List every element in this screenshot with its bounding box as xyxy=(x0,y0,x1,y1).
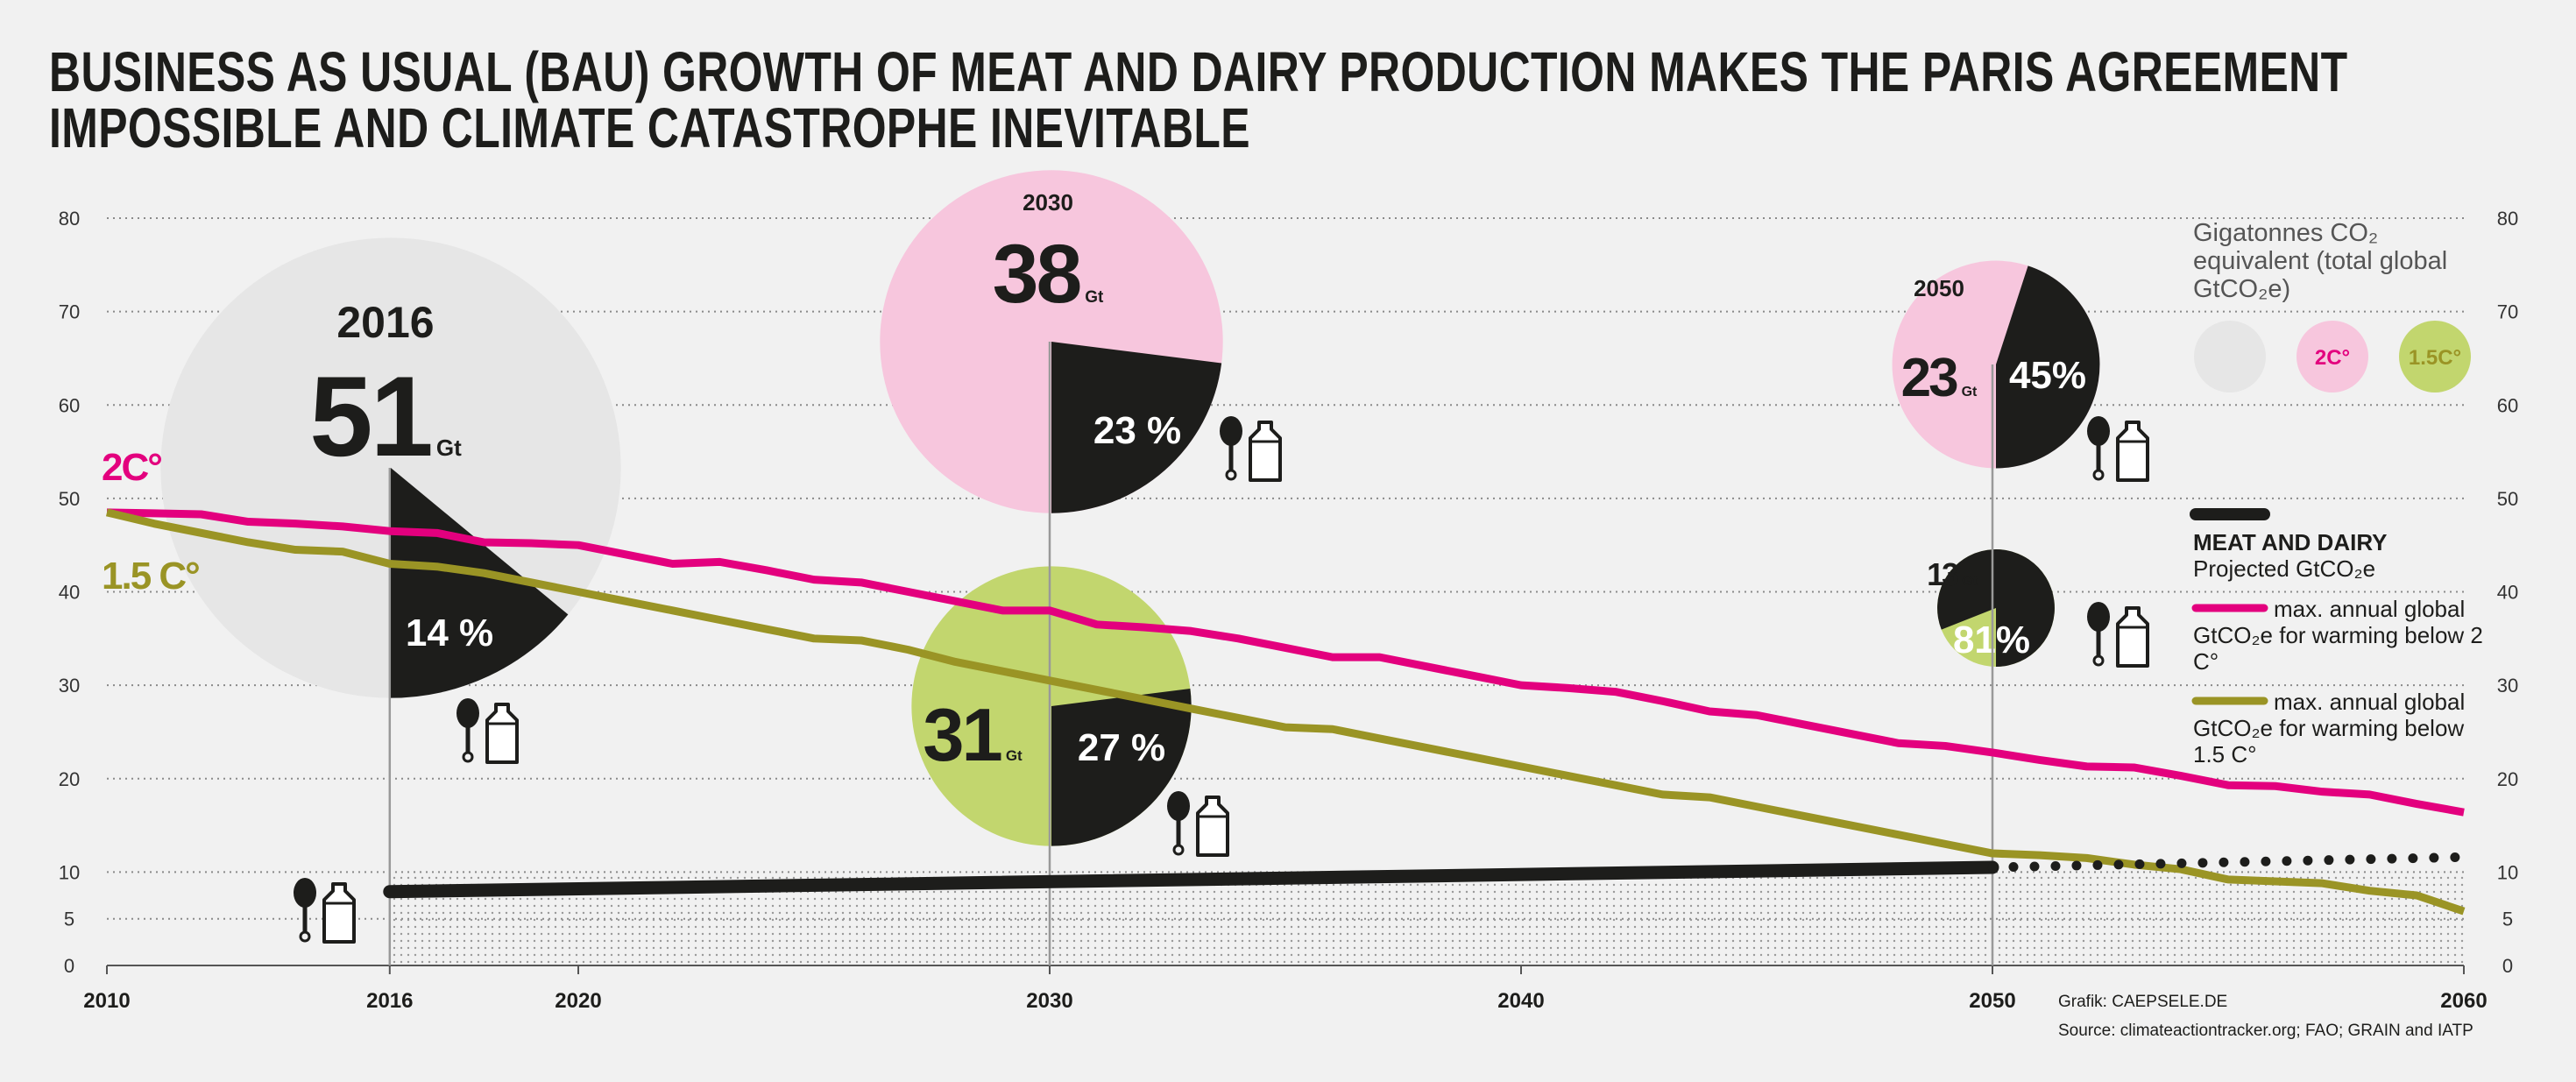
series-line-projected xyxy=(1987,852,2469,873)
x-tick-label: 2050 xyxy=(1969,989,2015,1013)
series-label: 2C° xyxy=(102,446,161,489)
legend-label: 1.5C° xyxy=(2409,346,2461,370)
y-tick-label: 70 xyxy=(59,301,80,323)
pie-total-label: 31 Gt xyxy=(923,694,1023,777)
icon-bone-end xyxy=(462,751,474,763)
x-tick-label: 2016 xyxy=(366,989,413,1013)
pie-wedge xyxy=(1051,688,1192,846)
credit: Grafik: CAEPSELE.DE xyxy=(2058,993,2228,1011)
x-tick-label: 2030 xyxy=(1026,989,1072,1013)
y2-tick-label: 70 xyxy=(2497,301,2518,323)
y-tick-label: 50 xyxy=(59,488,80,510)
icon-can xyxy=(2116,606,2149,668)
pie-legend-title: Gigatonnes CO₂ equivalent (total global … xyxy=(2193,219,2448,303)
icon-can xyxy=(2116,421,2149,482)
legend-label: MEAT AND DAIRY xyxy=(2193,529,2388,555)
icon xyxy=(294,878,356,944)
y2-tick-label: 80 xyxy=(2497,208,2518,230)
y-tick-label: 0 xyxy=(64,955,74,977)
pie-unit: Gt xyxy=(436,435,462,461)
y-tick-label: 30 xyxy=(59,675,80,697)
pie-year: 2016 xyxy=(336,298,434,347)
pie-wedge xyxy=(391,468,569,698)
pie-total-value: 23 xyxy=(1901,348,1957,408)
y2-tick-label: 10 xyxy=(2497,861,2518,883)
x-tick-label: 2020 xyxy=(555,989,601,1013)
icon-can xyxy=(485,703,519,764)
pie-unit: Gt xyxy=(1962,574,1978,589)
pie-value-label: 23 % xyxy=(1093,409,1181,452)
pie-total-value: 13 xyxy=(1927,556,1958,592)
legend-swatch xyxy=(2194,321,2266,392)
y-tick-label: 80 xyxy=(59,208,80,230)
y2-tick-label: 50 xyxy=(2497,488,2518,510)
source: Source: climateactiontracker.org; FAO; G… xyxy=(2058,1022,2473,1040)
icon-bone-end xyxy=(1172,844,1185,856)
series-line xyxy=(105,508,2466,916)
icon xyxy=(456,698,519,764)
y-tick-label: 20 xyxy=(59,768,80,790)
y2-tick-label: 40 xyxy=(2497,582,2518,604)
pie-wedge xyxy=(1937,549,2055,667)
icon-drumstick xyxy=(294,878,316,908)
icon xyxy=(1220,416,1282,482)
icon-drumstick xyxy=(456,698,479,728)
icon xyxy=(2087,602,2149,668)
pie-value-label: 14 % xyxy=(406,612,493,654)
legend-label: max. annual global GtCO₂e for warming be… xyxy=(2193,596,2483,675)
pie-year: 2030 xyxy=(1023,189,1073,216)
y2-tick-label: 0 xyxy=(2502,955,2513,977)
y2-tick-label: 30 xyxy=(2497,675,2518,697)
pie-total-value: 31 xyxy=(923,694,1001,777)
series-line xyxy=(106,508,2465,817)
pie-total-label: 13 Gt xyxy=(1927,556,1978,592)
icon-can xyxy=(1196,796,1229,857)
icon-drumstick xyxy=(2087,602,2110,632)
pie-unit: Gt xyxy=(1006,747,1023,764)
icon xyxy=(1167,791,1229,857)
legend-swatch xyxy=(2399,321,2471,392)
icon-can xyxy=(1249,421,1282,482)
icon-bone-end xyxy=(1225,469,1237,481)
chart-title: BUSINESS AS USUAL (BAU) GROWTH OF MEAT A… xyxy=(49,40,2348,159)
pie-total-value: 38 xyxy=(993,228,1080,321)
series-label: 1.5 C° xyxy=(102,555,199,598)
legend-swatch xyxy=(2296,321,2368,392)
pie-total-value: 51 xyxy=(309,352,431,480)
icon-drumstick xyxy=(1167,791,1190,821)
x-tick-label: 2040 xyxy=(1497,989,1544,1013)
legend-label: 2C° xyxy=(2315,346,2350,370)
legend-sublabel: Projected GtCO₂e xyxy=(2193,555,2376,582)
icon-can xyxy=(322,882,356,944)
y-tick-label: 60 xyxy=(59,394,80,416)
pie-value-label: 45% xyxy=(2009,354,2086,397)
y-tick-label: 40 xyxy=(59,582,80,604)
y-tick-label: 10 xyxy=(59,861,80,883)
pie-unit: Gt xyxy=(1962,385,1978,400)
x-tick-label: 2010 xyxy=(83,989,130,1013)
pie-wedge xyxy=(1051,342,1222,513)
icon-bone-end xyxy=(299,930,311,943)
pie-total-label: 38 Gt xyxy=(993,228,1104,321)
pie-year: 2050 xyxy=(1914,275,1964,301)
pie-value-label: 27 % xyxy=(1078,726,1165,769)
icon xyxy=(2087,416,2149,482)
icon-bone-end xyxy=(2092,654,2105,667)
pie-wedge xyxy=(1996,265,2100,469)
series-line xyxy=(383,860,1999,899)
legend-label: max. annual global GtCO₂e for warming be… xyxy=(2193,689,2466,767)
pie-unit: Gt xyxy=(1085,288,1104,307)
icon-drumstick xyxy=(1220,416,1242,446)
y2-tick-label: 5 xyxy=(2502,909,2513,930)
y-tick-label: 5 xyxy=(64,909,74,930)
icon-bone-end xyxy=(2092,469,2105,481)
icon-drumstick xyxy=(2087,416,2110,446)
pie-total-label: 51 Gt xyxy=(309,352,462,480)
pie-total-label: 23 Gt xyxy=(1901,348,1978,408)
y2-tick-label: 20 xyxy=(2497,768,2518,790)
y2-tick-label: 60 xyxy=(2497,394,2518,416)
x-tick-label: 2060 xyxy=(2440,989,2487,1013)
